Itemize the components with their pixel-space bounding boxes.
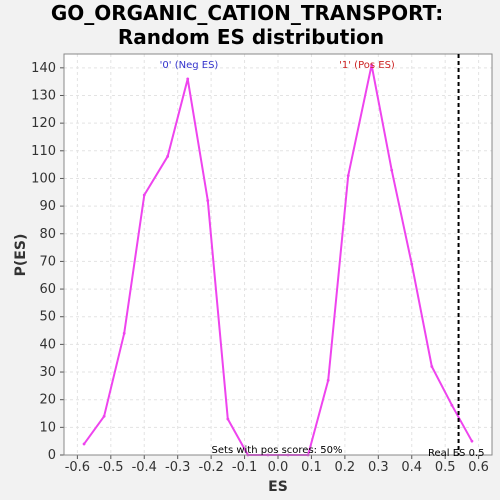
y-tick-label: 140 xyxy=(31,61,56,76)
y-tick-label: 110 xyxy=(31,144,56,159)
y-tick-label: 120 xyxy=(31,116,56,131)
y-tick-label: 50 xyxy=(39,310,56,325)
x-tick-label: 0.1 xyxy=(301,460,322,475)
es-data-point xyxy=(206,199,210,202)
es-data-point xyxy=(390,168,394,172)
y-tick-label: 20 xyxy=(39,393,56,408)
y-tick-label: 70 xyxy=(39,254,56,269)
y-tick-label: 40 xyxy=(39,337,56,352)
es-data-point xyxy=(226,417,230,421)
es-data-point xyxy=(410,262,414,266)
x-tick-label: 0.5 xyxy=(435,460,456,475)
y-tick-label: 130 xyxy=(31,88,56,103)
es-data-point xyxy=(430,365,434,368)
chart-subtitle: Random ES distribution xyxy=(118,25,384,49)
x-tick-label: 0.4 xyxy=(401,460,422,475)
grid xyxy=(64,54,492,456)
y-axis-label: P(ES) xyxy=(13,234,29,277)
es-data-point xyxy=(122,331,126,335)
es-data-point xyxy=(346,174,350,178)
x-tick-label: 0.0 xyxy=(268,460,289,475)
es-data-point xyxy=(326,378,330,382)
x-axis-label: ES xyxy=(268,479,288,495)
real-es-text: Real ES 0.5 xyxy=(428,448,484,459)
y-tick-label: 60 xyxy=(39,282,56,297)
es-data-point xyxy=(470,439,474,443)
sets-pos-scores-text: Sets with pos scores: 50% xyxy=(212,445,343,456)
es-data-point xyxy=(370,63,374,67)
chart-title: GO_ORGANIC_CATION_TRANSPORT: xyxy=(51,1,443,25)
x-tick-label: -0.3 xyxy=(165,460,190,475)
plot-border xyxy=(63,53,493,456)
x-tick-label: -0.5 xyxy=(98,460,123,475)
x-tick-label: 0.3 xyxy=(368,460,389,475)
x-tick-label: 0.2 xyxy=(335,460,356,475)
x-tick-label: 0.6 xyxy=(468,460,489,475)
x-tick-label: -0.4 xyxy=(132,460,157,475)
y-tick-label: 10 xyxy=(39,420,56,435)
y-tick-label: 0 xyxy=(48,448,56,463)
es-data-point xyxy=(102,414,106,418)
es-data-point xyxy=(166,154,170,158)
neg-es-label: '0' (Neg ES) xyxy=(160,60,219,71)
es-data-point xyxy=(450,403,454,407)
es-data-point xyxy=(142,193,146,197)
es-data-point xyxy=(186,77,190,81)
x-tick-label: -0.6 xyxy=(65,460,90,475)
x-tick-label: -0.1 xyxy=(232,460,257,475)
y-tick-label: 30 xyxy=(39,365,56,380)
x-tick-label: -0.2 xyxy=(198,460,223,475)
y-tick-label: 90 xyxy=(39,199,56,214)
pos-es-label: '1' (Pos ES) xyxy=(339,60,395,71)
y-tick-label: 80 xyxy=(39,227,56,242)
es-data-point xyxy=(82,442,86,446)
ticks-layer: -0.6 -0.5 -0.4 -0.3 -0.2 -0.1 0.0 0.1 0.2 0.3 0.4 0… xyxy=(31,53,493,475)
y-tick-label: 100 xyxy=(31,171,56,186)
